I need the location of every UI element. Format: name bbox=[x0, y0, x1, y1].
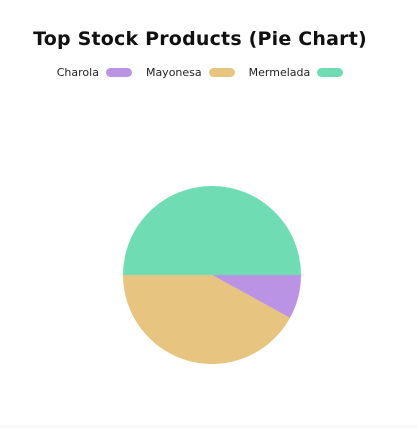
legend-item-mayonesa[interactable]: Mayonesa bbox=[146, 66, 235, 79]
chart-title: Top Stock Products (Pie Chart) bbox=[33, 28, 367, 50]
legend-swatch bbox=[105, 68, 132, 77]
legend-label: Charola bbox=[56, 66, 99, 79]
legend-label: Mermelada bbox=[248, 66, 311, 79]
legend-swatch bbox=[317, 68, 344, 77]
legend-item-mermelada[interactable]: Mermelada bbox=[249, 66, 344, 79]
legend-swatch bbox=[208, 68, 235, 77]
legend-item-charola[interactable]: Charola bbox=[57, 66, 132, 79]
chart-legend: Charola Mayonesa Mermelada bbox=[0, 66, 400, 79]
legend-label: Mayonesa bbox=[145, 66, 202, 79]
pie-slice-mermelada[interactable] bbox=[123, 186, 301, 275]
pie-slice-charola[interactable] bbox=[212, 275, 301, 318]
pie-slice-mayonesa[interactable] bbox=[123, 275, 290, 364]
bottom-strip bbox=[0, 425, 417, 429]
